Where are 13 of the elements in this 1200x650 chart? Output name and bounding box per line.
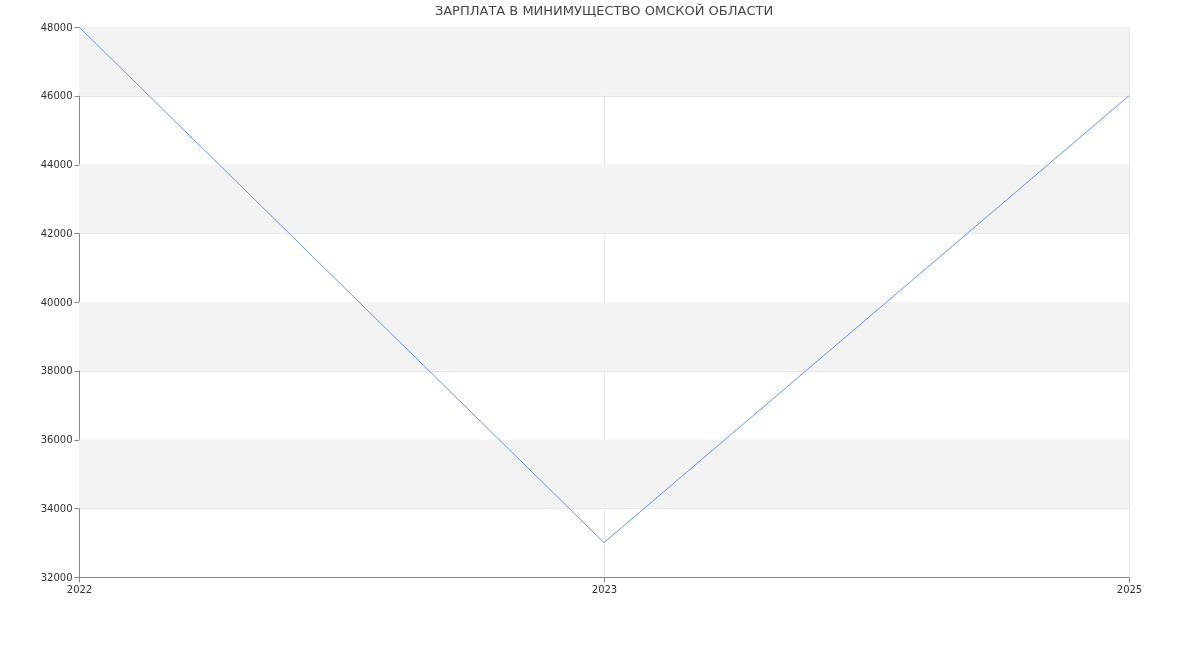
y-tick-label: 42000: [40, 227, 73, 239]
y-tick-label: 36000: [40, 434, 73, 445]
x-tick-label: 2025: [1116, 583, 1143, 595]
y-tick-label: 38000: [40, 365, 73, 377]
x-tick-label: 2022: [66, 583, 93, 595]
y-tick-label: 34000: [40, 502, 73, 514]
y-tick-label: 46000: [40, 90, 73, 102]
y-tick-label: 32000: [40, 571, 73, 583]
y-tick-label: 48000: [40, 21, 73, 33]
x-tick-label: 2023: [591, 583, 618, 595]
y-tick-label: 40000: [40, 296, 73, 308]
chart-title: ЗАРПЛАТА В МИНИМУЩЕСТВО ОМСКОЙ ОБЛАСТИ: [434, 3, 774, 18]
y-tick-label: 44000: [40, 159, 73, 170]
